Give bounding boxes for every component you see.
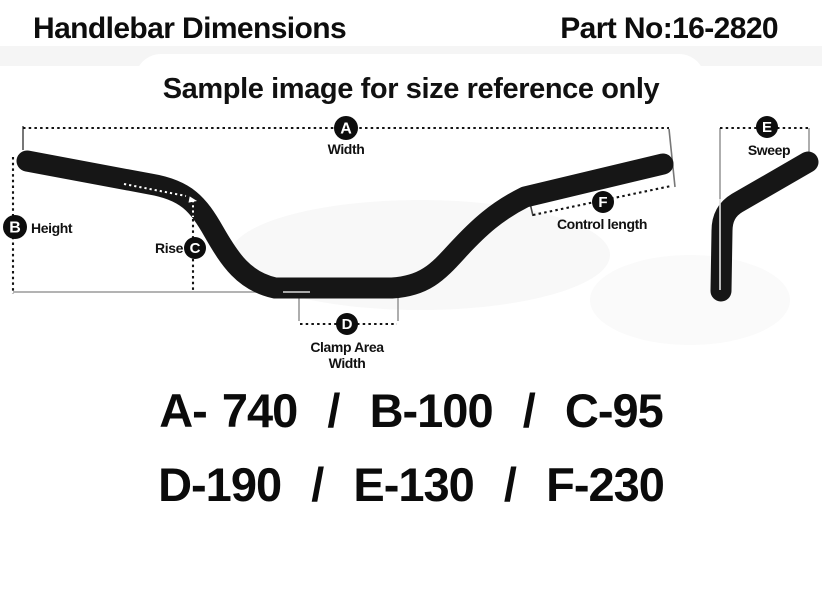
caption-control-length: Control length xyxy=(557,216,647,232)
width-right-bracket xyxy=(668,128,676,188)
caption-rise: Rise xyxy=(155,240,184,256)
sample-image-note: Sample image for size reference only xyxy=(162,73,660,105)
dimension-captions: Width Height Rise Clamp Area Width Sweep… xyxy=(31,141,791,371)
dim-marker-a: A xyxy=(334,116,358,140)
dim-marker-e: E xyxy=(756,116,778,138)
dim-marker-b: B xyxy=(3,215,27,239)
caption-clamp-area: Clamp Area xyxy=(310,339,384,355)
grip-arrowhead xyxy=(188,196,197,203)
caption-height: Height xyxy=(31,220,73,236)
dimension-values-line1: A- 740 / B-100 / C-95 xyxy=(159,384,664,437)
grip-dotted-line xyxy=(123,183,187,197)
caption-sweep: Sweep xyxy=(748,142,790,158)
dim-marker-c: C xyxy=(184,237,206,259)
caption-clamp-width: Width xyxy=(329,355,366,371)
dimension-markers: A B C D E F xyxy=(3,116,778,335)
overlay-lines xyxy=(123,183,721,293)
handlebar-front-view xyxy=(16,150,674,299)
dim-letter-d: D xyxy=(342,316,353,333)
part-number: Part No:16-2820 xyxy=(560,12,778,45)
dim-marker-d: D xyxy=(336,313,358,335)
dimension-values-line2: D-190 / E-130 / F-230 xyxy=(158,458,665,511)
dim-letter-c: C xyxy=(190,240,201,257)
guide-lines xyxy=(13,126,810,321)
dim-letter-e: E xyxy=(762,119,772,136)
dim-letter-f: F xyxy=(598,194,607,211)
dim-letter-b: B xyxy=(9,220,21,237)
dim-marker-f: F xyxy=(592,191,614,213)
handlebar-side-view xyxy=(710,151,819,302)
page-title: Handlebar Dimensions xyxy=(33,12,347,45)
dim-letter-a: A xyxy=(340,121,352,138)
caption-width: Width xyxy=(328,141,365,157)
